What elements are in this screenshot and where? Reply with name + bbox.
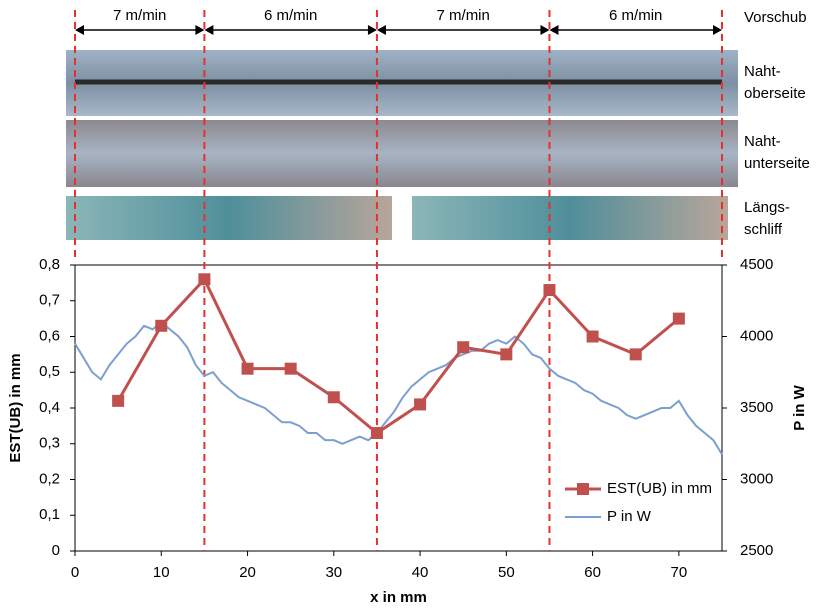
y-tick-label: 0,4 [39,399,60,416]
series-line [74,320,723,455]
speed-label: 7 m/min [437,7,490,24]
marker [672,312,685,325]
photo-section-2 [412,196,728,240]
marker [155,319,168,332]
y2-tick-label: 3000 [740,470,773,487]
y2-tick-label: 4000 [740,327,773,344]
marker [414,398,427,411]
x-tick-label: 30 [325,564,342,581]
marker [198,273,211,286]
y2-axis-label: P in W [791,384,808,430]
y-tick-label: 0,1 [39,506,60,523]
y-tick-label: 0,8 [39,256,60,273]
speed-label: 6 m/min [264,7,317,24]
x-axis-label: x in mm [370,589,427,606]
marker [112,394,125,407]
x-tick-label: 40 [412,564,429,581]
x-tick-label: 70 [671,564,688,581]
image-label: Naht- [744,133,781,150]
marker [500,348,513,361]
marker [284,362,297,375]
marker [629,348,642,361]
legend-marker [577,483,589,495]
marker [457,341,470,354]
x-tick-label: 0 [71,564,79,581]
y2-tick-label: 2500 [740,542,773,559]
series-line [116,276,680,435]
marker [370,427,383,440]
y-axis-label: EST(UB) in mm [7,353,24,462]
speed-label: 7 m/min [113,7,166,24]
image-label: unterseite [744,155,810,172]
speed-title: Vorschub [744,9,807,26]
photo-bottom-side [66,120,738,187]
image-label: Naht- [744,63,781,80]
x-tick-label: 20 [239,564,256,581]
marker [586,330,599,343]
y-tick-label: 0,7 [39,292,60,309]
image-label: oberseite [744,85,806,102]
speed-label: 6 m/min [609,7,662,24]
y-tick-label: 0,3 [39,435,60,452]
x-tick-label: 50 [498,564,515,581]
image-label: schliff [744,221,783,238]
photo-section-1 [66,196,392,240]
marker [543,284,556,297]
y-tick-label: 0,2 [39,470,60,487]
marker [327,391,340,404]
y-tick-label: 0,6 [39,327,60,344]
y2-tick-label: 3500 [740,399,773,416]
legend-label: EST(UB) in mm [607,480,712,497]
x-tick-label: 10 [153,564,170,581]
marker [241,362,254,375]
y-tick-label: 0,5 [39,363,60,380]
y2-tick-label: 4500 [740,256,773,273]
image-label: Längs- [744,199,790,216]
legend-label: P in W [607,508,652,525]
x-tick-label: 60 [584,564,601,581]
y-tick-label: 0 [52,542,60,559]
